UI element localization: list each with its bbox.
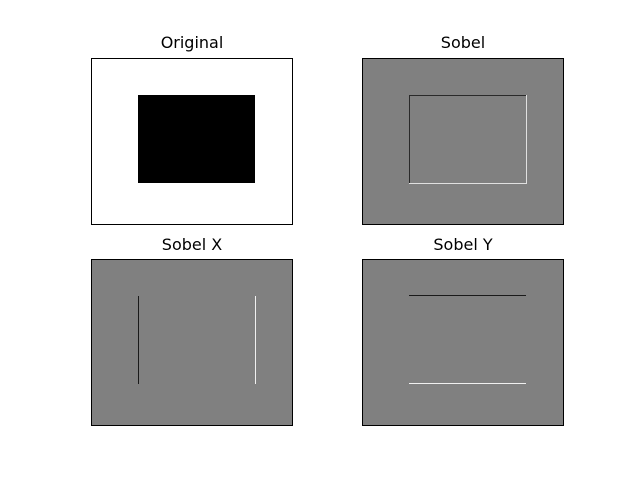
edge-line-right [526, 95, 527, 183]
image-sobel-y [362, 259, 564, 426]
edge-line-right [255, 296, 256, 384]
image-original [91, 58, 293, 225]
edge-line-top [409, 95, 526, 96]
edge-line-left [138, 296, 139, 384]
image-sobel-x [91, 259, 293, 426]
panel-title-sobel-x: Sobel X [161, 235, 223, 254]
black-rectangle [138, 95, 255, 183]
edge-line-bottom [409, 183, 527, 184]
edge-line-bottom [409, 383, 526, 384]
panel-title-original: Original [160, 33, 224, 52]
edge-line-left [409, 95, 410, 183]
panel-title-sobel-y: Sobel Y [433, 235, 493, 254]
edge-line-top [409, 295, 526, 296]
panel-title-sobel: Sobel [440, 33, 486, 52]
image-sobel [362, 58, 564, 225]
